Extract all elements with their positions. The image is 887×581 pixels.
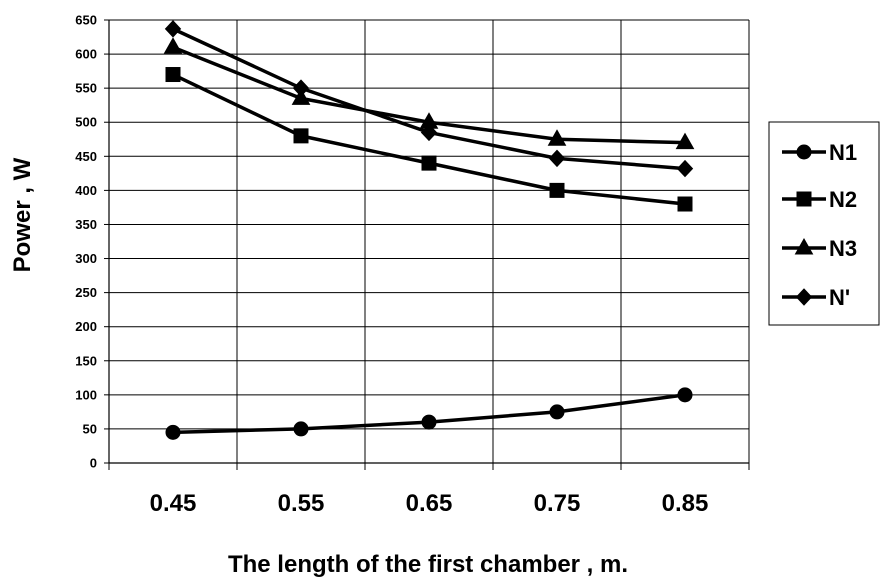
y-tick-label: 350	[75, 217, 97, 232]
legend-label: N3	[829, 236, 857, 261]
data-point-n3	[163, 37, 183, 54]
y-tick-label: 550	[75, 81, 97, 96]
legend-marker	[796, 191, 812, 207]
data-point-n	[676, 159, 694, 178]
series-n	[164, 20, 694, 178]
y-tick-label: 500	[75, 115, 97, 130]
data-point-n2	[677, 196, 693, 212]
data-point-n	[164, 20, 182, 38]
y-tick-label: 50	[83, 421, 97, 436]
data-point-n	[420, 123, 438, 142]
data-point-n	[292, 79, 310, 97]
series-n1	[165, 387, 693, 440]
y-tick-label: 0	[90, 456, 97, 471]
axes	[104, 19, 750, 470]
legend-item-n2: N2	[782, 187, 857, 212]
y-tick-label: 600	[75, 47, 97, 62]
series	[163, 20, 695, 440]
x-axis-title: The length of the first chamber , m.	[228, 551, 628, 578]
legend: N1 N2 N3 N'	[768, 121, 880, 326]
data-point-n1	[293, 421, 309, 437]
data-point-n1	[677, 387, 693, 403]
legend-box	[768, 121, 880, 326]
x-tick-label: 0.55	[278, 490, 325, 517]
data-point-n3	[547, 129, 567, 146]
data-point-n2	[165, 67, 181, 83]
legend-label: N1	[829, 140, 857, 165]
legend-item-n1: N1	[782, 140, 857, 165]
legend-label: N'	[829, 285, 850, 310]
y-tick-label: 300	[75, 251, 97, 266]
grid	[109, 19, 750, 463]
y-tick-label: 250	[75, 285, 97, 300]
y-tick-label: 150	[75, 353, 97, 368]
data-point-n1	[165, 424, 181, 440]
y-axis-title: Power , W	[9, 157, 36, 272]
y-tick-label: 200	[75, 319, 97, 334]
legend-marker	[795, 288, 813, 306]
y-tick-label: 100	[75, 387, 97, 402]
y-tick-label: 450	[75, 149, 97, 164]
legend-marker	[794, 237, 814, 255]
series-line-n	[172, 27, 686, 171]
x-tick-labels: 0.45 0.55 0.65 0.75 0.85	[150, 490, 709, 517]
legend-item-n3: N3	[782, 236, 857, 261]
data-point-n1	[421, 414, 437, 430]
data-point-n2	[293, 128, 309, 144]
x-tick-label: 0.45	[150, 490, 197, 517]
x-tick-label: 0.85	[662, 490, 709, 517]
x-tick-label: 0.65	[406, 490, 453, 517]
series-n2	[165, 67, 693, 212]
y-tick-label: 400	[75, 183, 97, 198]
data-point-n2	[549, 182, 565, 198]
data-point-n2	[421, 155, 437, 171]
data-point-n1	[549, 404, 565, 420]
legend-marker	[796, 144, 812, 160]
legend-item-n: N'	[782, 285, 850, 310]
data-point-n3	[675, 132, 695, 150]
x-tick-label: 0.75	[534, 490, 581, 517]
y-tick-label: 650	[75, 13, 97, 28]
legend-label: N2	[829, 187, 857, 212]
y-tick-labels: 0 50 100 150 200 250 300 350 400 450 500 550 600 650	[75, 13, 97, 471]
data-point-n	[548, 149, 566, 168]
